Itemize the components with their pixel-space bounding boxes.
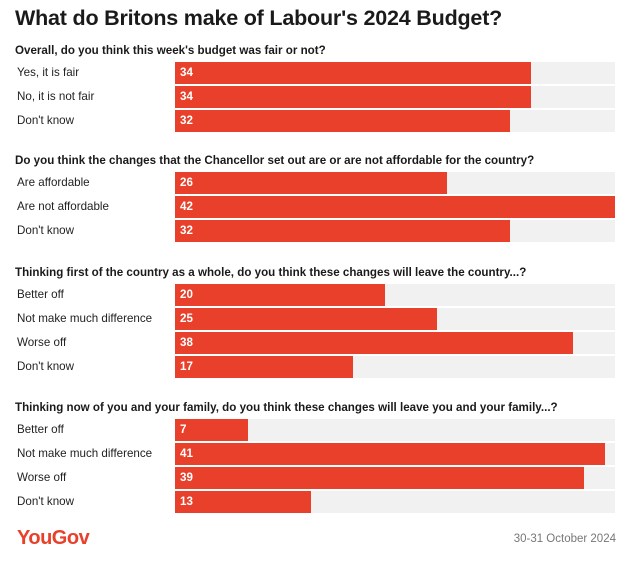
question-heading: Overall, do you think this week's budget… bbox=[15, 44, 326, 57]
bar-track: 13 bbox=[175, 491, 615, 513]
category-label: Are affordable bbox=[17, 176, 90, 189]
bar: 34 bbox=[175, 62, 531, 84]
bar-track: 32 bbox=[175, 110, 615, 132]
bar-row: Not make much difference 25 bbox=[0, 308, 643, 330]
category-label: Are not affordable bbox=[17, 200, 109, 213]
bar: 20 bbox=[175, 284, 385, 306]
bar-track: 7 bbox=[175, 419, 615, 441]
data-label: 42 bbox=[180, 200, 193, 213]
bar: 7 bbox=[175, 419, 248, 441]
category-label: Don't know bbox=[17, 495, 74, 508]
bar: 17 bbox=[175, 356, 353, 378]
bar: 38 bbox=[175, 332, 573, 354]
data-label: 25 bbox=[180, 312, 193, 325]
category-label: Don't know bbox=[17, 360, 74, 373]
bar: 25 bbox=[175, 308, 437, 330]
category-label: Worse off bbox=[17, 471, 67, 484]
bar-row: Don't know 32 bbox=[0, 110, 643, 132]
bar-row: Yes, it is fair 34 bbox=[0, 62, 643, 84]
bar-track: 38 bbox=[175, 332, 615, 354]
category-label: Not make much difference bbox=[17, 447, 153, 460]
data-label: 13 bbox=[180, 495, 193, 508]
bar-track: 34 bbox=[175, 86, 615, 108]
question-heading: Thinking now of you and your family, do … bbox=[15, 401, 558, 414]
bar-row: Are affordable 26 bbox=[0, 172, 643, 194]
category-label: Yes, it is fair bbox=[17, 66, 80, 79]
bar: 34 bbox=[175, 86, 531, 108]
bar: 32 bbox=[175, 220, 510, 242]
bar-track: 26 bbox=[175, 172, 615, 194]
bar-track: 42 bbox=[175, 196, 615, 218]
yougov-logo: YouGov bbox=[17, 527, 90, 549]
category-label: Worse off bbox=[17, 336, 67, 349]
category-label: Better off bbox=[17, 288, 64, 301]
chart-title: What do Britons make of Labour's 2024 Bu… bbox=[15, 6, 503, 30]
bar-track: 25 bbox=[175, 308, 615, 330]
data-label: 17 bbox=[180, 360, 193, 373]
data-label: 20 bbox=[180, 288, 193, 301]
data-label: 34 bbox=[180, 66, 193, 79]
bar-row: Don't know 32 bbox=[0, 220, 643, 242]
bar-track: 39 bbox=[175, 467, 615, 489]
bar-row: Better off 7 bbox=[0, 419, 643, 441]
bar: 32 bbox=[175, 110, 510, 132]
data-label: 32 bbox=[180, 114, 193, 127]
survey-date: 30-31 October 2024 bbox=[513, 533, 616, 545]
bar: 39 bbox=[175, 467, 584, 489]
bar-row: Worse off 39 bbox=[0, 467, 643, 489]
data-label: 34 bbox=[180, 90, 193, 103]
bar-row: Don't know 17 bbox=[0, 356, 643, 378]
category-label: Don't know bbox=[17, 224, 74, 237]
bar-track: 20 bbox=[175, 284, 615, 306]
question-heading: Thinking first of the country as a whole… bbox=[15, 266, 527, 279]
bar-row: Are not affordable 42 bbox=[0, 196, 643, 218]
bar-track: 32 bbox=[175, 220, 615, 242]
question-heading: Do you think the changes that the Chance… bbox=[15, 154, 535, 167]
bar-row: Not make much difference 41 bbox=[0, 443, 643, 465]
bar: 13 bbox=[175, 491, 311, 513]
category-label: Don't know bbox=[17, 114, 74, 127]
category-label: Better off bbox=[17, 423, 64, 436]
data-label: 32 bbox=[180, 224, 193, 237]
data-label: 26 bbox=[180, 176, 193, 189]
bar: 26 bbox=[175, 172, 447, 194]
data-label: 38 bbox=[180, 336, 193, 349]
bar: 41 bbox=[175, 443, 605, 465]
data-label: 39 bbox=[180, 471, 193, 484]
bar: 42 bbox=[175, 196, 615, 218]
bar-row: Don't know 13 bbox=[0, 491, 643, 513]
bar-row: Worse off 38 bbox=[0, 332, 643, 354]
data-label: 7 bbox=[180, 423, 187, 436]
category-label: No, it is not fair bbox=[17, 90, 95, 103]
bar-row: No, it is not fair 34 bbox=[0, 86, 643, 108]
bar-track: 41 bbox=[175, 443, 615, 465]
bar-row: Better off 20 bbox=[0, 284, 643, 306]
data-label: 41 bbox=[180, 447, 193, 460]
bar-track: 34 bbox=[175, 62, 615, 84]
category-label: Not make much difference bbox=[17, 312, 153, 325]
bar-track: 17 bbox=[175, 356, 615, 378]
